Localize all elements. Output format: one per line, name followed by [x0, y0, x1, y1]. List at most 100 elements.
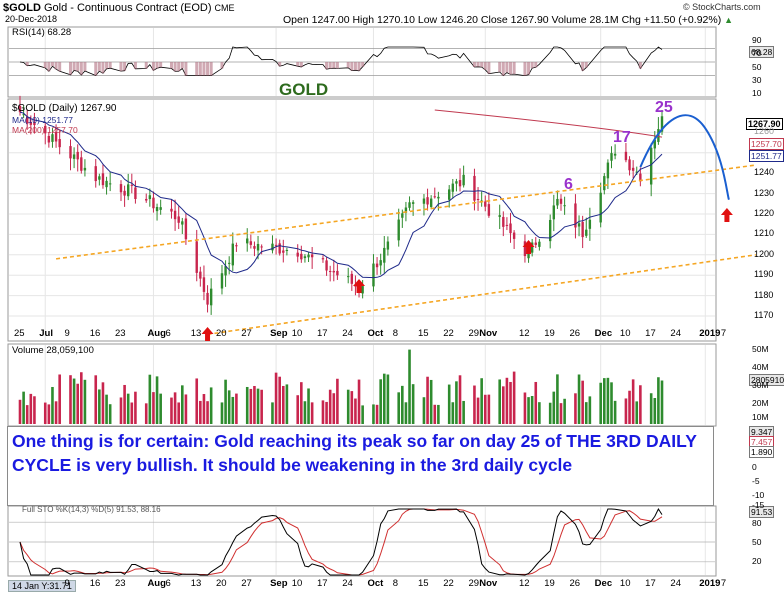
rsi-tick-label: 90 [752, 35, 762, 45]
volume-bar [574, 393, 577, 424]
rsi-fill [94, 62, 98, 76]
ma200-legend: MA(200) 1257.70 [12, 125, 78, 135]
date-tick-label-bottom: 8 [392, 578, 398, 589]
candle-body [361, 286, 364, 294]
candle-body [437, 196, 440, 199]
date-tick-label: Oct [367, 328, 384, 339]
date-tick-label-bottom: 23 [114, 578, 126, 589]
volume-bar [152, 392, 155, 424]
gold-overlay-text: GOLD [279, 80, 329, 99]
volume-bar [354, 398, 357, 424]
cycle-label-17: 17 [613, 129, 631, 146]
candle-body [350, 273, 354, 284]
rsi-fill [180, 62, 184, 69]
volume-bar [29, 393, 33, 424]
rsi-fill [350, 62, 354, 71]
date-tick-label: 17 [316, 328, 328, 339]
volume-bar [235, 393, 238, 424]
volume-bar [98, 389, 101, 424]
candle-body [448, 189, 451, 200]
volume-bar [401, 385, 404, 424]
candle-body [624, 151, 628, 161]
volume-bar [350, 391, 354, 424]
candle-body [231, 243, 234, 266]
price-label: $GOLD (Daily) 1267.90 [12, 103, 117, 114]
volume-bar [80, 372, 83, 424]
candle-body [303, 256, 307, 259]
volume-bar [206, 401, 209, 424]
candle-body [628, 159, 631, 171]
volume-bar [18, 399, 22, 424]
volume-bar [382, 373, 386, 424]
rsi-tick-label: 30 [752, 75, 762, 85]
chart-date: 20-Dec-2018 [5, 14, 58, 24]
volume-bar [119, 397, 123, 424]
volume-bar [296, 395, 300, 424]
date-tick-label: 15 [417, 328, 429, 339]
rsi-value-tag: 68.28 [749, 46, 775, 58]
candle-body [379, 260, 382, 266]
rsi-fill [530, 62, 534, 69]
volume-bar [437, 404, 440, 424]
candle-body [300, 253, 303, 260]
stoch-tick-label: 50 [752, 537, 762, 547]
rsi-fill [54, 62, 58, 70]
candle-body [123, 190, 126, 196]
volume-bar [278, 376, 281, 424]
stoch-tick-label: 20 [752, 556, 762, 566]
volume-bar [361, 405, 364, 424]
volume-bar [184, 394, 188, 424]
volume-bar [310, 402, 314, 424]
date-tick-label: 24 [670, 328, 681, 339]
volume-bar [498, 379, 501, 424]
volume-bar [534, 381, 538, 424]
stoch-label: Full STO %K(14,3) %D(5) 91.53, 88.16 [22, 505, 161, 514]
rsi-fill [43, 62, 47, 68]
candle-body [548, 219, 552, 242]
rsi-fill [332, 62, 336, 69]
price-tick-label: 1170 [754, 310, 774, 320]
date-tick-label-bottom: 6 [165, 578, 171, 589]
candle-body [26, 116, 29, 124]
candle-body [347, 276, 350, 278]
date-tick-label-bottom: 10 [619, 578, 631, 589]
volume-bar [610, 382, 613, 424]
volume-bar [397, 392, 401, 424]
volume-bar [577, 374, 581, 424]
candle-body [386, 241, 390, 250]
candle-body [476, 198, 480, 200]
volume-bar [220, 402, 224, 424]
candle-body [574, 203, 577, 228]
annotations [55, 114, 756, 341]
volume-bar [155, 376, 159, 424]
rsi-fill [123, 62, 127, 71]
volume-bar [126, 393, 130, 424]
macd-tick-label: -10 [752, 490, 765, 500]
volume-bar [130, 402, 134, 424]
volume-bar [639, 385, 642, 424]
date-tick-label-bottom: 27 [241, 578, 252, 589]
volume-bar [256, 388, 260, 424]
volume-bar [43, 402, 47, 424]
volume-bar [134, 391, 137, 424]
candle-body [653, 139, 656, 149]
candle-body [220, 273, 224, 289]
rsi-fill [68, 62, 72, 75]
candle-body [321, 258, 325, 260]
candle-body [235, 245, 238, 247]
candle-body [581, 221, 584, 238]
volume-bar [47, 404, 51, 424]
rsi-fill [581, 62, 585, 71]
candle-body [159, 207, 162, 210]
rsi-fill [509, 62, 513, 75]
rsi-fill [173, 62, 177, 72]
rsi-label: RSI(14) 68.28 [12, 27, 72, 38]
volume-bar [249, 388, 253, 424]
stoch-panel [9, 507, 715, 576]
rsi-fill [79, 62, 83, 75]
volume-bar [458, 375, 462, 424]
candle-body [527, 250, 530, 259]
volume-bar [476, 397, 480, 424]
volume-bar [199, 400, 202, 424]
